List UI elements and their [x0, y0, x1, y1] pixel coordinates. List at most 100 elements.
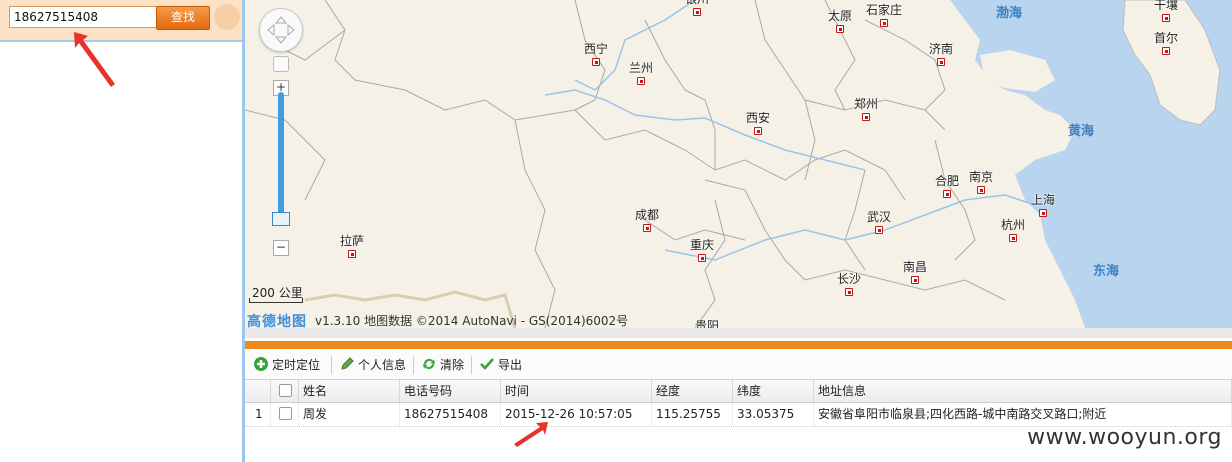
city-marker-icon[interactable]: [862, 113, 870, 121]
cell-latitude: 33.05375: [733, 403, 814, 425]
checkbox-icon: [279, 407, 292, 420]
clear-button[interactable]: 清除: [421, 355, 464, 375]
toolbar-separator: [413, 356, 414, 374]
map-provider-logo: 高德地图: [247, 314, 307, 328]
city-marker-icon[interactable]: [754, 127, 762, 135]
left-panel: 查找: [0, 0, 245, 462]
city-marker-icon[interactable]: [836, 25, 844, 33]
city-marker-icon[interactable]: [875, 226, 883, 234]
watermark: www.wooyun.org: [1027, 425, 1222, 450]
checkmark-icon: [480, 358, 494, 370]
city-label: 拉萨: [339, 234, 365, 248]
city-label: 济南: [928, 42, 954, 56]
city-marker-icon[interactable]: [637, 77, 645, 85]
map-basemap: [245, 0, 1232, 328]
phone-search-input[interactable]: [9, 6, 157, 28]
cell-phone: 18627515408: [400, 403, 501, 425]
city-label: 石家庄: [865, 3, 903, 17]
header-time[interactable]: 时间: [501, 380, 652, 402]
sea-label: 黄海: [1068, 124, 1095, 139]
city-label: 武汉: [866, 210, 892, 224]
city-marker-icon[interactable]: [1162, 47, 1170, 55]
clear-label: 清除: [440, 358, 465, 372]
city-marker-icon[interactable]: [1009, 234, 1017, 242]
cell-address: 安徽省阜阳市临泉县;四化西路-城中南路交叉路口;附近: [814, 403, 1232, 425]
timed-locate-button[interactable]: 定时定位: [253, 355, 320, 375]
row-number: 1: [245, 403, 271, 425]
city-label: 上海: [1030, 193, 1056, 207]
checkbox-icon: [279, 384, 292, 397]
city-label: 合肥: [934, 174, 960, 188]
timed-locate-label: 定时定位: [272, 358, 321, 372]
zoom-slider-handle[interactable]: [272, 212, 290, 226]
city-marker-icon[interactable]: [698, 254, 706, 262]
personal-info-label: 个人信息: [358, 358, 407, 372]
city-marker-icon[interactable]: [911, 276, 919, 284]
sea-label: 渤海: [996, 6, 1023, 21]
cell-time: 2015-12-26 10:57:05: [501, 403, 652, 425]
city-marker-icon[interactable]: [943, 190, 951, 198]
decorative-circle: [214, 4, 240, 30]
header-latitude[interactable]: 纬度: [733, 380, 814, 402]
city-marker-icon[interactable]: [1039, 209, 1047, 217]
zoom-slider-track[interactable]: [278, 92, 284, 218]
city-label: 西安: [745, 111, 771, 125]
city-marker-icon[interactable]: [1162, 14, 1170, 22]
select-all-checkbox[interactable]: [271, 380, 299, 402]
city-label: 干壤: [1153, 0, 1179, 12]
city-label: 长沙: [836, 272, 862, 286]
pan-arrows-icon: [267, 16, 295, 44]
panel-divider: [245, 341, 1232, 349]
table-row[interactable]: 1 周发 18627515408 2015-12-26 10:57:05 115…: [245, 403, 1232, 427]
city-label: 重庆: [689, 238, 715, 252]
zoom-out-button[interactable]: −: [273, 240, 289, 256]
grid-header-row: 姓名 电话号码 时间 经度 纬度 地址信息: [245, 380, 1232, 403]
city-marker-icon[interactable]: [937, 58, 945, 66]
city-label: 银川: [685, 0, 709, 7]
city-label: 杭州: [1000, 218, 1026, 232]
red-arrow-icon: [514, 422, 548, 447]
city-label: 太原: [827, 9, 853, 23]
search-button[interactable]: 查找: [156, 6, 210, 30]
export-button[interactable]: 导出: [479, 355, 522, 375]
grid-toolbar: 定时定位 个人信息 清除 导出: [245, 351, 1232, 380]
refresh-icon: [423, 359, 435, 369]
header-address[interactable]: 地址信息: [814, 380, 1232, 402]
row-checkbox[interactable]: [271, 403, 299, 425]
city-marker-icon[interactable]: [592, 58, 600, 66]
city-label: 南京: [968, 170, 994, 184]
city-marker-icon[interactable]: [643, 224, 651, 232]
toolbar-separator: [331, 356, 332, 374]
cell-longitude: 115.25755: [652, 403, 733, 425]
export-label: 导出: [498, 358, 523, 372]
city-label-partial: 贵阳: [694, 319, 720, 328]
add-icon: [254, 357, 268, 371]
scale-bar: [249, 298, 303, 303]
city-marker-icon[interactable]: [977, 186, 985, 194]
cell-name: 周发: [299, 403, 400, 425]
city-marker-icon[interactable]: [880, 19, 888, 27]
city-marker-icon[interactable]: [348, 250, 356, 258]
map-horizontal-scrollbar[interactable]: [245, 328, 1232, 338]
city-marker-icon[interactable]: [845, 288, 853, 296]
city-label: 南昌: [902, 260, 928, 274]
city-label: 首尔: [1153, 31, 1179, 45]
city-marker-icon[interactable]: [693, 8, 701, 16]
red-arrow-icon: [74, 32, 115, 87]
header-phone[interactable]: 电话号码: [400, 380, 501, 402]
sea-label: 东海: [1093, 264, 1120, 279]
map-pan-control[interactable]: [259, 8, 303, 52]
city-label: 兰州: [628, 61, 654, 75]
header-name[interactable]: 姓名: [299, 380, 400, 402]
search-bar: 查找: [0, 0, 242, 42]
locate-button[interactable]: [273, 56, 289, 72]
pencil-icon: [341, 357, 354, 370]
city-label: 西宁: [583, 42, 609, 56]
header-longitude[interactable]: 经度: [652, 380, 733, 402]
map-copyright: v1.3.10 地图数据 ©2014 AutoNavi - GS(2014)60…: [315, 314, 629, 328]
row-number-header: [245, 380, 271, 402]
scale-label: 200 公里: [252, 286, 303, 300]
toolbar-separator: [471, 356, 472, 374]
personal-info-button[interactable]: 个人信息: [339, 355, 406, 375]
